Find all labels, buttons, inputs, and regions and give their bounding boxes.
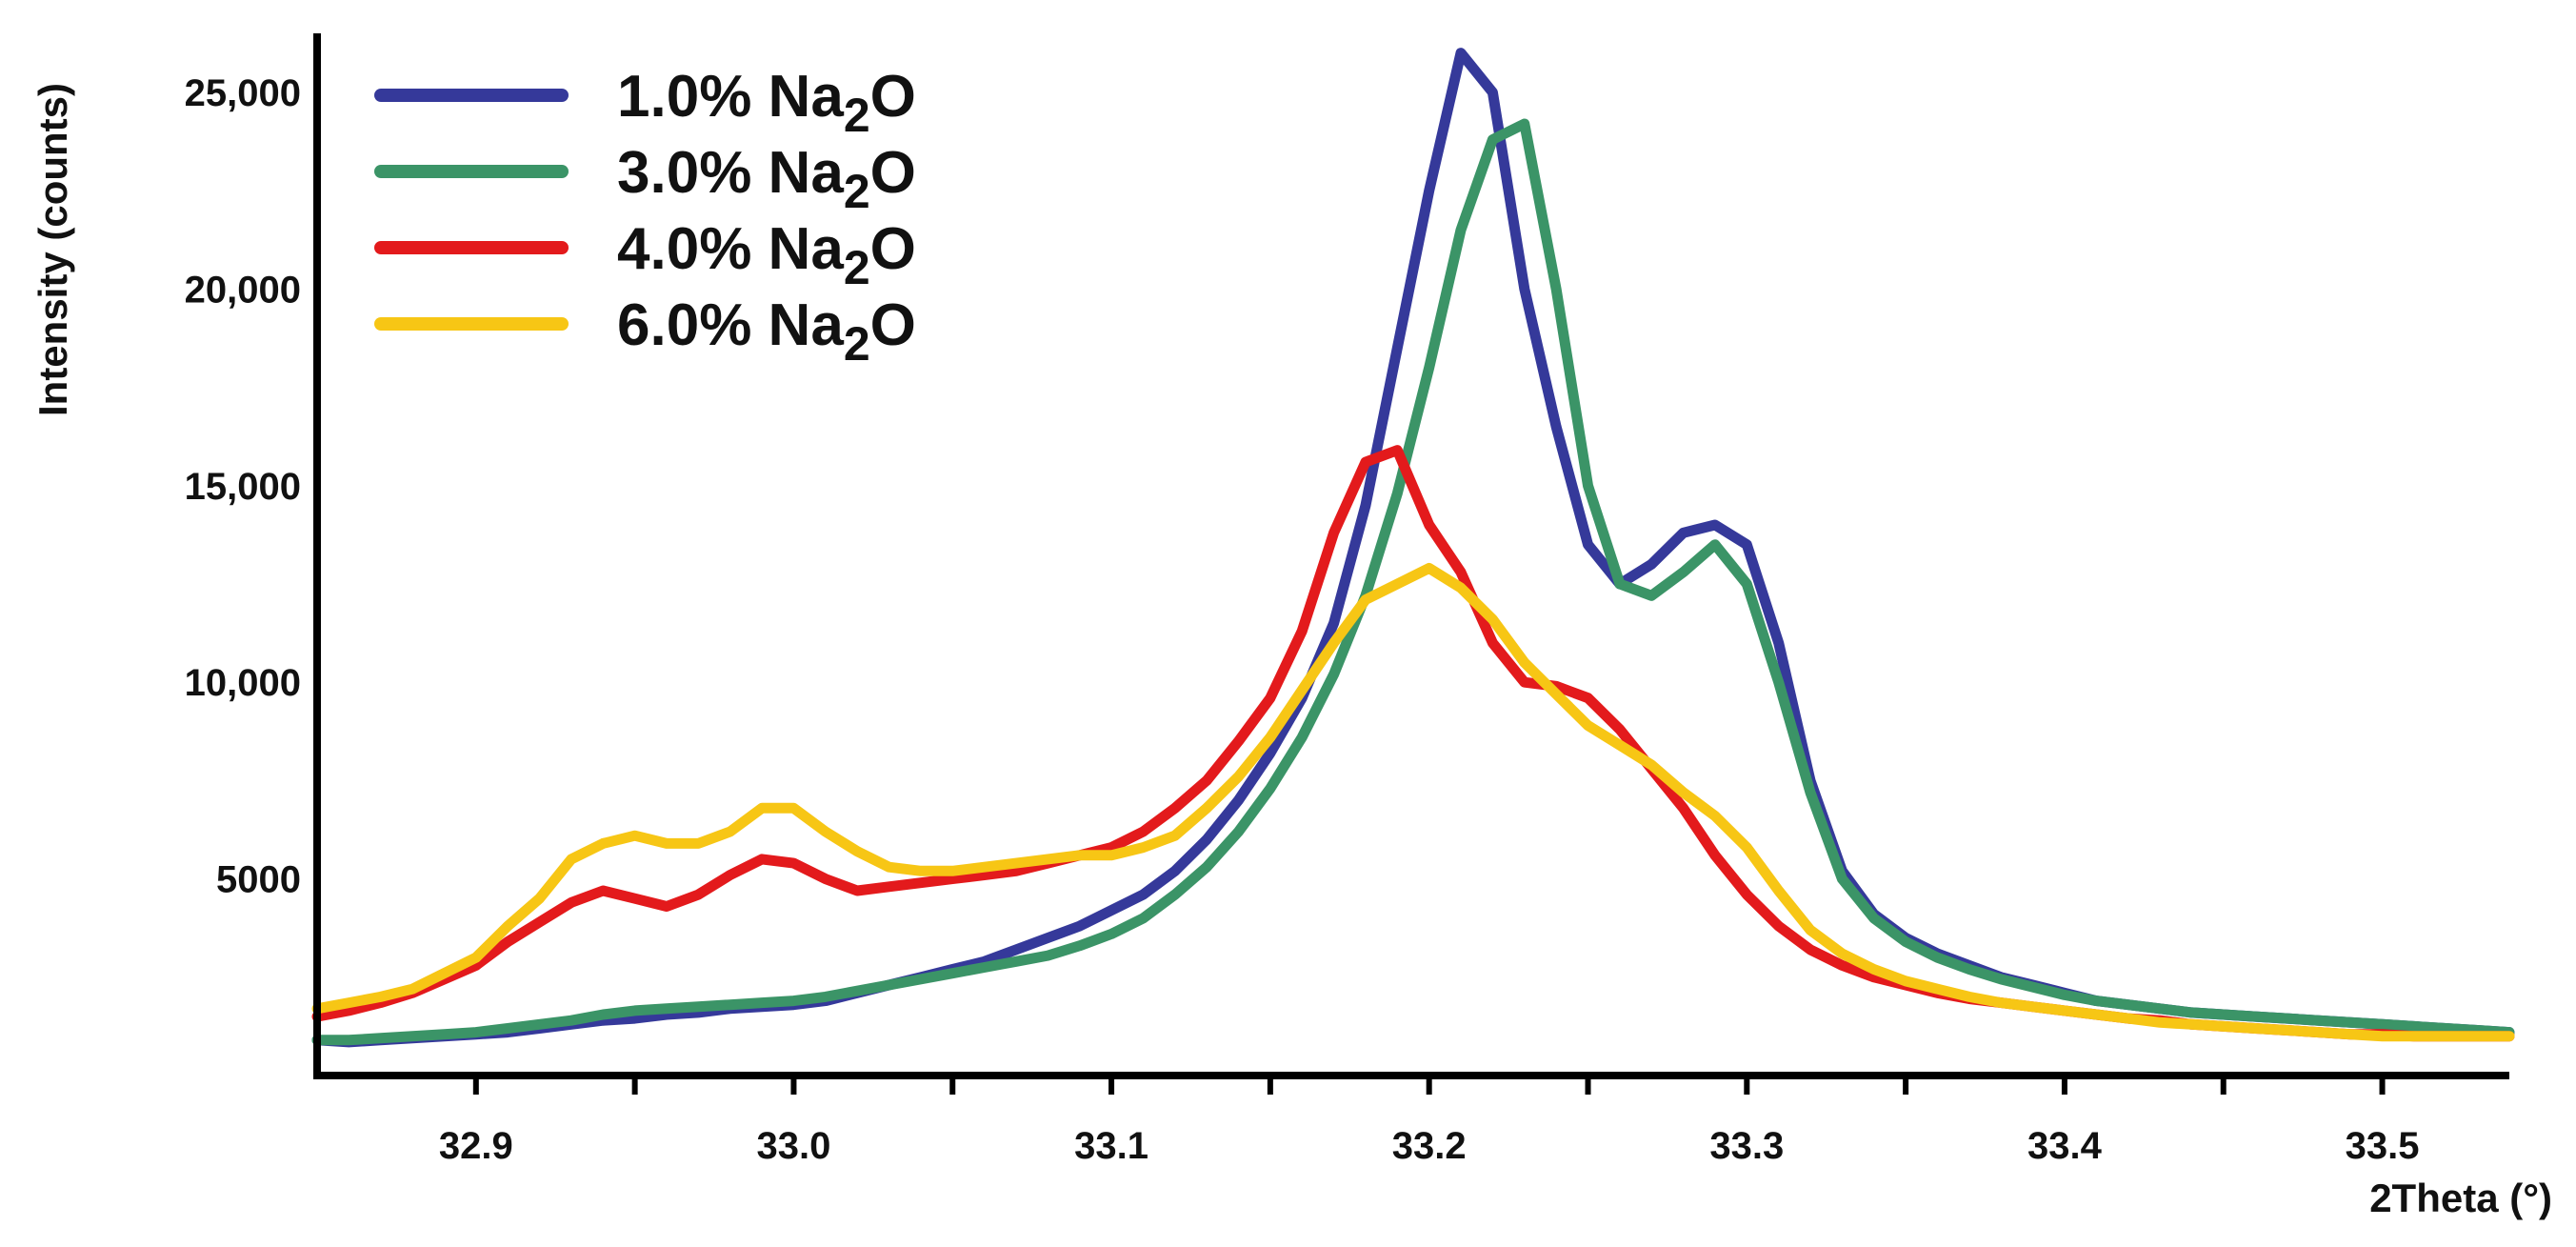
series-line-3 [311,445,2515,1042]
x-tick-label: 32.9 [439,1125,513,1167]
y-tick-label: 15,000 [185,466,301,508]
legend-label-end: O [870,140,916,206]
x-axis-title: 2Theta (°) [2369,1176,2552,1220]
y-tick-label: 10,000 [185,662,301,704]
axes-layer [313,33,2509,1079]
legend-label-main: 6.0% Na [617,292,844,358]
legend-label-main: 4.0% Na [617,216,844,282]
ticks-layer: 32.9 33.0 33.1 33.2 33.3 33.4 33.5 5000 10,000 15… [185,72,2420,1167]
x-tick-label: 33.4 [2027,1125,2103,1167]
legend-label-end: O [870,292,916,358]
x-tick-label: 33.0 [757,1125,831,1167]
x-tick-label: 33.5 [2346,1125,2420,1167]
legend-label-subscript: 2 [844,165,870,218]
x-tick-label: 33.3 [1709,1125,1784,1167]
y-tick-label: 25,000 [185,72,301,114]
legend-label-1: 1.0% Na2O [617,64,916,142]
y-tick-label: 5000 [216,859,301,901]
legend-label-4: 6.0% Na2O [617,292,916,371]
legend-label-subscript: 2 [844,89,870,142]
legend-label-subscript: 2 [844,241,870,294]
legend-label-end: O [870,64,916,130]
legend-label-subscript: 2 [844,317,870,371]
legend-label-3: 4.0% Na2O [617,216,916,294]
series-line-2 [311,118,2515,1046]
series-line-4 [311,562,2515,1042]
legend-label-2: 3.0% Na2O [617,140,916,218]
y-tick-label: 20,000 [185,269,301,311]
legend-label-main: 3.0% Na [617,140,844,206]
x-tick-label: 33.2 [1392,1125,1467,1167]
x-tick-label: 33.1 [1074,1125,1148,1167]
legend-label-end: O [870,216,916,282]
series-layer [311,48,2515,1048]
legend-label-main: 1.0% Na [617,64,844,130]
y-axis-title: Intensity (counts) [30,83,75,416]
